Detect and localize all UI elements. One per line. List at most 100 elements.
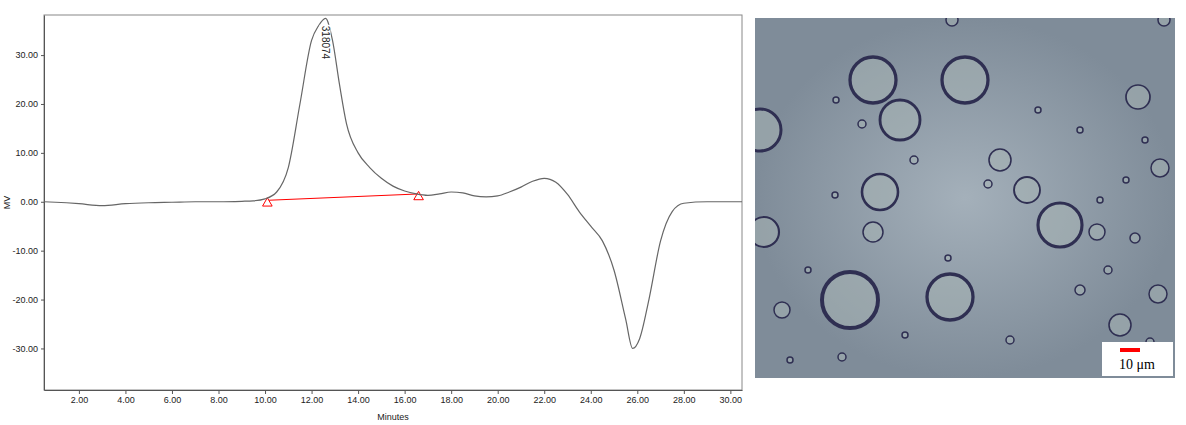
tick-mark	[172, 390, 173, 394]
tick-label: 14.00	[347, 395, 370, 405]
particle	[863, 222, 883, 242]
tick-label: 28.00	[673, 395, 696, 405]
tick: 2.00	[71, 390, 89, 405]
particle	[1130, 233, 1140, 243]
particle	[942, 57, 988, 103]
particle	[989, 149, 1011, 171]
tick-label: 20.00	[487, 395, 510, 405]
tick-mark	[41, 202, 44, 203]
tick: 6.00	[164, 390, 182, 405]
tick-mark	[730, 390, 731, 394]
particle	[1158, 18, 1170, 26]
figure: 2.00 4.00 6.00 8.00 10.00 12.00 14.00 16.00 18.0…	[0, 0, 1186, 425]
particle	[1089, 224, 1105, 240]
tick: 28.00	[673, 390, 696, 405]
tick-label: 6.00	[164, 395, 182, 405]
axis-line	[44, 16, 45, 391]
tick-label: 10.00	[254, 395, 277, 405]
tick-label: -10.00	[12, 246, 38, 256]
tick-mark	[41, 55, 44, 56]
particle	[1104, 266, 1112, 274]
particle	[927, 274, 973, 320]
particle	[1126, 85, 1150, 109]
plot-area	[44, 18, 742, 348]
tick-label: 24.00	[580, 395, 603, 405]
particle	[838, 353, 846, 361]
particle	[1006, 336, 1014, 344]
particle	[755, 109, 781, 151]
tick-label: 2.00	[71, 395, 89, 405]
particle	[755, 217, 779, 247]
particle	[1109, 314, 1131, 336]
tick: 30.00	[720, 390, 743, 405]
tick: 14.00	[347, 390, 370, 405]
particle	[984, 180, 992, 188]
tick-mark	[125, 390, 126, 394]
scale-bar-label: 10 μm	[1119, 357, 1155, 372]
particle	[910, 156, 918, 164]
tick-label: 30.00	[720, 395, 743, 405]
particle	[1123, 177, 1129, 183]
tick-mark	[219, 390, 220, 394]
particle	[945, 255, 951, 261]
peak-label: 318074	[320, 26, 331, 60]
micrograph-background	[755, 18, 1175, 378]
tick-label: 16.00	[394, 395, 417, 405]
tick: 10.00	[254, 390, 277, 405]
plot-frame	[44, 15, 742, 390]
tick: 10.00	[15, 148, 44, 158]
particle	[1038, 203, 1082, 247]
tick: 16.00	[394, 390, 417, 405]
tick-label: -30.00	[12, 344, 38, 354]
tick: 0.00	[20, 197, 44, 207]
tick-mark	[498, 390, 499, 394]
tick-mark	[684, 390, 685, 394]
tick-mark	[637, 390, 638, 394]
particle	[946, 18, 958, 26]
tick-mark	[41, 153, 44, 154]
tick-mark	[265, 390, 266, 394]
tick-label: 10.00	[15, 148, 38, 158]
tick: 4.00	[117, 390, 135, 405]
x-axis: 2.00 4.00 6.00 8.00 10.00 12.00 14.00 16.00 18.0…	[45, 390, 743, 405]
peak-label-group: 318074	[320, 25, 331, 61]
tick-mark	[405, 390, 406, 394]
baseline	[267, 194, 418, 200]
tick-label: 18.00	[440, 395, 463, 405]
particle	[832, 192, 838, 198]
tick-mark	[544, 390, 545, 394]
particle	[1097, 197, 1103, 203]
particle	[822, 272, 878, 328]
tick-mark	[312, 390, 313, 394]
tick: 20.00	[15, 99, 44, 109]
tick: 20.00	[487, 390, 510, 405]
particle	[1151, 159, 1169, 177]
tick: -20.00	[12, 295, 44, 305]
particle	[833, 97, 839, 103]
x-axis-title: Minutes	[377, 412, 409, 422]
y-axis-title: MV	[2, 196, 12, 210]
tick-label: 22.00	[533, 395, 556, 405]
particle	[1014, 177, 1040, 203]
tick-label: 0.00	[20, 197, 38, 207]
particle	[1142, 137, 1148, 143]
chromatogram-line	[44, 18, 742, 348]
baseline-marker	[414, 191, 424, 199]
tick: 24.00	[580, 390, 603, 405]
tick-label: 30.00	[15, 50, 38, 60]
micrograph	[755, 18, 1175, 378]
particle	[902, 332, 908, 338]
tick-mark	[41, 300, 44, 301]
tick: 8.00	[210, 390, 228, 405]
particle	[805, 267, 811, 273]
tick-mark	[79, 390, 80, 394]
tick-label: 12.00	[301, 395, 324, 405]
tick-label: 20.00	[15, 99, 38, 109]
tick: 12.00	[301, 390, 324, 405]
scale-bar	[1120, 348, 1140, 352]
scale-bar-box	[1102, 342, 1173, 376]
particle	[1075, 285, 1085, 295]
particle	[774, 302, 790, 318]
tick-label: 8.00	[210, 395, 228, 405]
tick-mark	[41, 348, 44, 349]
